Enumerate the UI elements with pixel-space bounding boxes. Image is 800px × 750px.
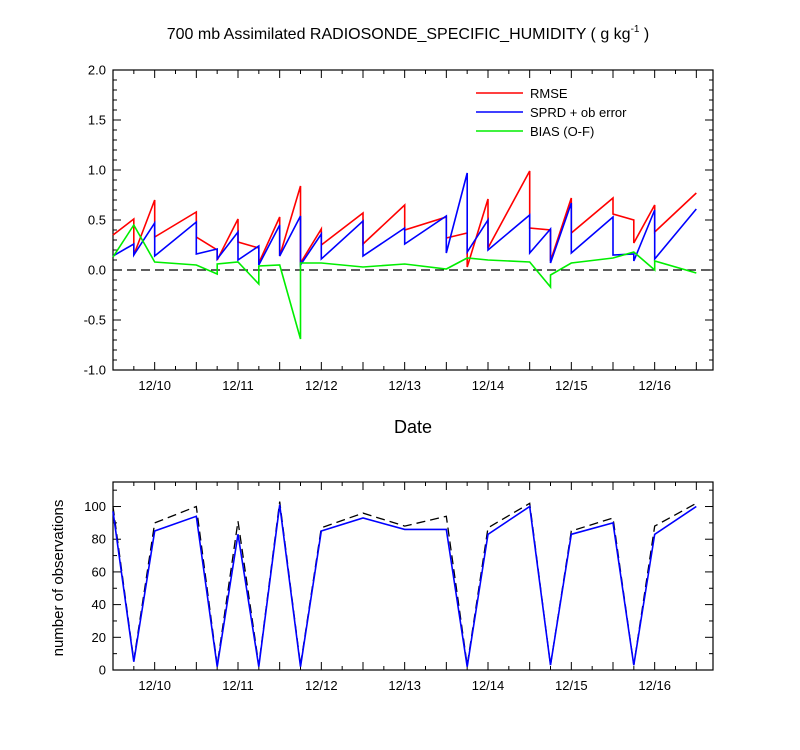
top-xtick-label-2: 12/12 (305, 378, 338, 393)
top-series-line-bias-o-f- (112, 223, 697, 340)
bottom-series (112, 501, 697, 667)
bottom-xtick-label-0: 12/10 (138, 678, 171, 693)
bottom-ytick-label-3: 60 (92, 564, 106, 579)
top-xtick-label-0: 12/10 (138, 378, 171, 393)
top-ytick-label-4: 1.0 (88, 163, 106, 178)
top-xtick-label-3: 12/13 (388, 378, 421, 393)
title-superscript: -1 (631, 24, 640, 35)
bottom-ytick-label-4: 80 (92, 532, 106, 547)
top-ticks: 12/10 12/11 12/12 12/13 12/14 12/15 12/16 -1.0 -… (84, 63, 713, 393)
top-xtick-label-4: 12/14 (472, 378, 505, 393)
bottom-ytick-label-0: 0 (99, 663, 106, 678)
top-ytick-label-3: 0.5 (88, 213, 106, 228)
bottom-ytick-label-5: 100 (84, 499, 106, 514)
bottom-xtick-label-1: 12/11 (222, 678, 254, 693)
chart-title: 700 mb Assimilated RADIOSONDE_SPECIFIC_H… (167, 24, 650, 43)
legend-label-rmse: RMSE (530, 86, 568, 101)
top-series-line-rmse (112, 170, 697, 268)
bottom-plot-frame (112, 481, 714, 671)
top-ytick-label-5: 1.5 (88, 113, 106, 128)
top-xtick-label-6: 12/16 (638, 378, 671, 393)
top-xtick-label-1: 12/11 (222, 378, 254, 393)
bottom-ticks: 12/10 12/11 12/12 12/13 12/14 12/15 12/16 0 20 40… (84, 482, 713, 693)
top-x-axis-label: Date (394, 417, 432, 437)
bottom-xtick-label-3: 12/13 (388, 678, 421, 693)
top-ytick-label-0: -1.0 (84, 363, 106, 378)
bottom-xtick-label-2: 12/12 (305, 678, 338, 693)
top-chart: 12/10 12/11 12/12 12/13 12/14 12/15 12/16 -1.0 -… (84, 63, 714, 437)
top-ytick-label-2: 0.0 (88, 263, 106, 278)
top-xtick-label-5: 12/15 (555, 378, 588, 393)
title-end: ) (639, 26, 649, 43)
bottom-series-line-used (112, 504, 697, 667)
bottom-ytick-label-1: 20 (92, 630, 106, 645)
bottom-series-line-possible (112, 501, 697, 666)
bottom-xtick-label-6: 12/16 (638, 678, 671, 693)
bottom-ytick-label-2: 40 (92, 597, 106, 612)
top-series (112, 170, 713, 340)
legend-label-sprd: SPRD + ob error (530, 105, 627, 120)
bottom-xtick-label-4: 12/14 (472, 678, 505, 693)
bottom-y-axis-label: number of observations (50, 500, 67, 657)
bottom-chart: 12/10 12/11 12/12 12/13 12/14 12/15 12/16 0 20 40… (50, 481, 714, 693)
legend: RMSE SPRD + ob error BIAS (O-F) (476, 86, 627, 139)
bottom-xtick-label-5: 12/15 (555, 678, 588, 693)
top-series-line-sprd-ob-error (112, 172, 697, 268)
legend-label-bias: BIAS (O-F) (530, 124, 594, 139)
top-ytick-label-6: 2.0 (88, 63, 106, 78)
top-ytick-label-1: -0.5 (84, 313, 106, 328)
title-main: 700 mb Assimilated RADIOSONDE_SPECIFIC_H… (167, 26, 631, 43)
